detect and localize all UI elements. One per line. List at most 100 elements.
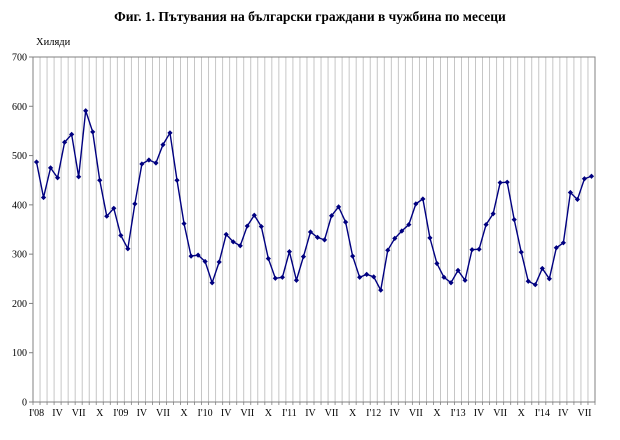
- data-point: [518, 249, 524, 255]
- series-line: [35, 110, 592, 293]
- data-point: [314, 234, 321, 240]
- data-point: [167, 130, 173, 136]
- data-point: [539, 265, 545, 272]
- data-point: [244, 223, 250, 229]
- x-tick-label: IV: [221, 408, 232, 419]
- data-point: [462, 277, 468, 283]
- data-point: [251, 212, 257, 218]
- x-tick-label: I'12: [366, 408, 381, 419]
- x-tick-label: VII: [578, 408, 592, 419]
- x-tick-label: VII: [409, 408, 423, 419]
- y-tick-label: 700: [12, 53, 27, 64]
- data-point: [364, 271, 370, 277]
- y-tick-label: 500: [12, 151, 27, 162]
- data-point: [385, 247, 391, 253]
- data-point: [258, 223, 264, 230]
- y-tick-label: 600: [12, 102, 27, 113]
- data-point: [83, 108, 89, 114]
- data-point: [188, 253, 194, 259]
- x-tick-label: IV: [52, 408, 63, 419]
- data-point: [546, 276, 552, 282]
- data-point: [476, 246, 482, 252]
- data-point: [174, 177, 180, 183]
- data-point: [33, 159, 40, 165]
- data-point: [574, 196, 581, 203]
- data-point: [406, 221, 412, 228]
- y-tick-label: 400: [12, 200, 27, 211]
- y-tick-label: 0: [22, 398, 27, 409]
- data-point: [76, 174, 82, 180]
- data-point: [104, 213, 110, 219]
- data-point: [216, 259, 222, 265]
- grid-lines: [39, 57, 589, 402]
- data-point: [40, 194, 47, 201]
- data-point: [279, 274, 285, 280]
- data-point: [357, 274, 363, 280]
- data-point: [378, 287, 384, 293]
- data-point: [490, 211, 496, 217]
- data-point: [195, 252, 201, 258]
- x-tick-label: X: [96, 408, 104, 419]
- data-point: [321, 237, 328, 243]
- data-point: [497, 180, 503, 186]
- x-tick-label: VII: [72, 408, 86, 419]
- data-point: [371, 274, 377, 280]
- x-tick-label: I'11: [282, 408, 297, 419]
- x-tick-label: X: [180, 408, 188, 419]
- data-point: [230, 239, 236, 245]
- data-point: [328, 213, 335, 219]
- data-point: [483, 221, 489, 228]
- data-point: [69, 131, 75, 137]
- x-tick-label: X: [433, 408, 441, 419]
- data-point: [286, 249, 293, 255]
- data-point: [504, 179, 510, 185]
- data-point: [223, 231, 229, 238]
- data-point: [455, 267, 461, 274]
- series-markers: [33, 108, 595, 293]
- data-point: [350, 253, 356, 259]
- data-point: [47, 165, 54, 171]
- data-point: [343, 219, 349, 225]
- x-tick-label: VII: [325, 408, 339, 419]
- data-point: [111, 205, 117, 211]
- x-tick-label: I'09: [113, 408, 128, 419]
- data-point: [202, 258, 208, 265]
- data-point: [434, 260, 440, 267]
- y-axis-unit-label: Хиляди: [36, 37, 71, 48]
- data-point: [146, 157, 152, 163]
- x-tick-label: X: [265, 408, 273, 419]
- data-point: [118, 232, 124, 239]
- x-axis: I'08 IV VII X I'09 IV VII X I'10 IV VII X I'11 IV VII X…: [29, 402, 596, 419]
- x-tick-label: VII: [240, 408, 254, 419]
- data-point: [399, 228, 405, 234]
- y-tick-label: 300: [12, 250, 27, 261]
- x-tick-label: IV: [305, 408, 316, 419]
- x-tick-label: IV: [474, 408, 485, 419]
- data-point: [560, 240, 566, 246]
- chart-title: Фиг. 1. Пътувания на български граждани …: [114, 9, 506, 24]
- x-tick-label: X: [349, 408, 357, 419]
- data-point: [392, 235, 398, 241]
- x-tick-label: IV: [137, 408, 148, 419]
- data-point: [54, 175, 61, 181]
- data-point: [427, 235, 433, 241]
- data-point: [469, 247, 475, 253]
- data-point: [272, 275, 278, 281]
- data-point: [588, 173, 595, 179]
- x-tick-label: I'08: [29, 408, 44, 419]
- data-point: [420, 196, 426, 202]
- data-point: [413, 201, 419, 207]
- data-point: [181, 220, 187, 227]
- x-tick-label: VII: [156, 408, 170, 419]
- data-point: [307, 229, 314, 235]
- data-point: [160, 142, 166, 148]
- x-tick-label: I'13: [450, 408, 465, 419]
- data-point: [567, 189, 574, 196]
- data-point: [90, 129, 96, 135]
- data-point: [441, 274, 447, 280]
- data-point: [132, 201, 138, 207]
- x-tick-label: I'14: [535, 408, 550, 419]
- data-point: [265, 255, 271, 262]
- x-tick-label: VII: [493, 408, 507, 419]
